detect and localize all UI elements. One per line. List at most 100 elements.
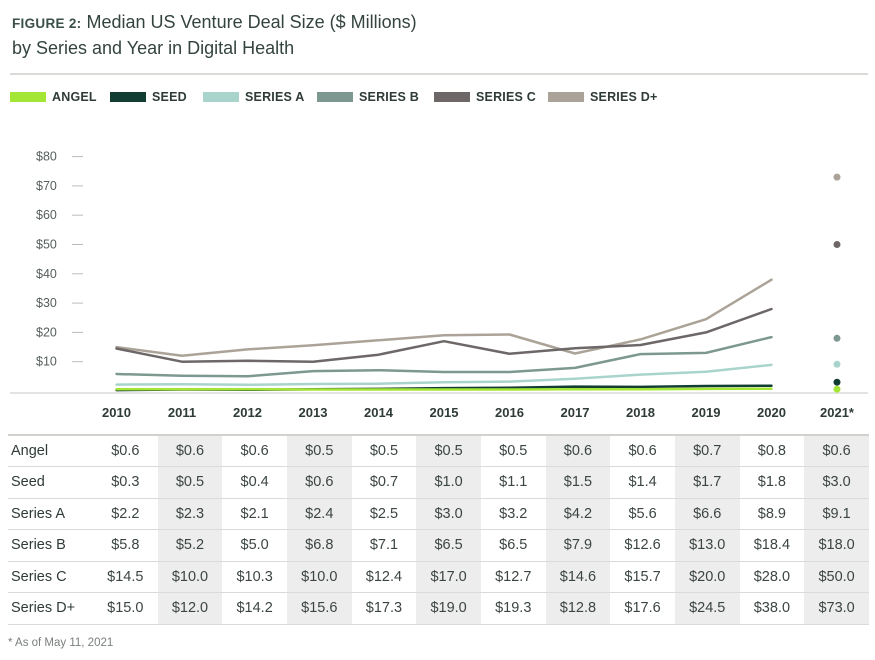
table-cell: $0.7 [351, 466, 417, 499]
y-tick-label: $20 [36, 325, 57, 339]
x-tick-label: 2012 [233, 405, 262, 420]
legend-label: SERIES A [245, 90, 305, 104]
x-tick-label: 2010 [102, 405, 131, 420]
legend-swatch [203, 92, 239, 102]
table-row: Angel $0.6 $0.6 $0.6 $0.5 $0.5 $0.5 $0.5 $0.6 $0.… [8, 434, 869, 467]
y-tick-label: $80 [36, 150, 57, 164]
table-cell: $2.4 [286, 498, 352, 530]
table-cell: $10.0 [286, 561, 352, 593]
legend-swatch [110, 92, 146, 102]
table-row-label: Series B [8, 529, 93, 562]
table-cell: $1.5 [545, 466, 611, 499]
x-tick-label: 2019 [692, 405, 721, 420]
table-cell: $7.1 [351, 529, 417, 562]
figure-title-line2: by Series and Year in Digital Health [12, 38, 295, 58]
table-cell: $13.0 [674, 529, 740, 562]
table-cell: $20.0 [674, 561, 740, 593]
table-cell: $0.6 [93, 434, 158, 467]
table-row-label: Angel [8, 434, 93, 467]
table-cell: $0.6 [610, 434, 675, 467]
table-cell: $15.0 [93, 592, 158, 625]
figure-title-line1: FIGURE 2: Median US Venture Deal Size ($… [12, 10, 872, 36]
series-point-angel-2021 [833, 385, 841, 393]
x-tick-label: 2013 [299, 405, 328, 420]
legend-label: SEED [152, 90, 187, 104]
table-cell: $1.1 [480, 466, 546, 499]
table-cell: $12.6 [610, 529, 675, 562]
x-tick-label: 2011 [168, 405, 196, 420]
table-cell: $50.0 [804, 561, 869, 593]
table-cell: $5.0 [222, 529, 287, 562]
table-cell: $0.6 [222, 434, 287, 467]
series-point-seed-2021 [833, 378, 841, 386]
table-cell: $0.6 [286, 466, 352, 499]
series-line-series-c [115, 307, 773, 363]
y-tick-label: $10 [36, 355, 57, 369]
table-cell: $17.3 [351, 592, 417, 625]
table-cell: $6.5 [480, 529, 546, 562]
series-point-series-b-2021 [833, 334, 841, 342]
data-table: Angel $0.6 $0.6 $0.6 $0.5 $0.5 $0.5 $0.5 $0.6 $0.… [8, 434, 869, 625]
table-cell: $0.5 [157, 466, 223, 499]
figure-label: FIGURE 2: [12, 16, 82, 31]
y-tick-label: $60 [36, 208, 57, 222]
table-cell: $19.0 [416, 592, 481, 625]
table-cell: $5.8 [93, 529, 158, 562]
table-cell: $8.9 [739, 498, 805, 530]
table-cell: $15.7 [610, 561, 675, 593]
table-cell: $28.0 [739, 561, 805, 593]
legend-label: SERIES C [476, 90, 536, 104]
series-point-series-c-2021 [833, 241, 841, 248]
table-cell: $18.4 [739, 529, 805, 562]
y-tick-label: $40 [36, 267, 57, 281]
table-cell: $14.6 [545, 561, 611, 593]
legend-swatch [434, 92, 470, 102]
series-line-series-d [115, 278, 773, 358]
table-cell: $24.5 [674, 592, 740, 625]
table-cell: $6.8 [286, 529, 352, 562]
table-cell: $0.3 [93, 466, 158, 499]
table-cell: $5.6 [610, 498, 675, 530]
table-cell: $14.5 [93, 561, 158, 593]
footnote: * As of May 11, 2021 [8, 637, 114, 649]
table-cell: $2.5 [351, 498, 417, 530]
legend-swatch [10, 92, 46, 102]
table-cell: $3.2 [480, 498, 546, 530]
table-cell: $15.6 [286, 592, 352, 625]
table-cell: $2.3 [157, 498, 223, 530]
table-cell: $18.0 [804, 529, 869, 562]
table-row: Series A $2.2 $2.3 $2.1 $2.4 $2.5 $3.0 $3.2 $4.2… [8, 498, 869, 530]
table-cell: $17.0 [416, 561, 481, 593]
table-cell: $9.1 [804, 498, 869, 530]
x-tick-label: 2016 [495, 405, 524, 420]
x-tick-label: 2021* [820, 405, 855, 420]
legend-swatch [317, 92, 353, 102]
x-tick-label: 2014 [364, 405, 394, 420]
table-row-label: Series C [8, 561, 93, 593]
table-cell: $1.0 [416, 466, 481, 499]
series-line-series-a [115, 363, 773, 387]
y-tick-label: $70 [36, 179, 57, 193]
legend-label: ANGEL [52, 90, 97, 104]
table-cell: $12.4 [351, 561, 417, 593]
table-cell: $1.7 [674, 466, 740, 499]
x-tick-label: 2018 [626, 405, 655, 420]
table-cell: $6.6 [674, 498, 740, 530]
table-cell: $0.4 [222, 466, 287, 499]
table-row: Series D+ $15.0 $12.0 $14.2 $15.6 $17.3 $19.0 $… [8, 592, 869, 625]
figure-title: Median US Venture Deal Size ($ Millions) [86, 12, 417, 32]
series-line-angel [115, 387, 773, 391]
y-tick-label: $50 [36, 238, 57, 252]
table-cell: $1.4 [610, 466, 675, 499]
table-cell: $2.2 [93, 498, 158, 530]
table-cell: $17.6 [610, 592, 675, 625]
table-cell: $10.0 [157, 561, 223, 593]
table-cell: $0.5 [416, 434, 481, 467]
table-row-label: Series D+ [8, 592, 93, 625]
table-cell: $5.2 [157, 529, 223, 562]
table-cell: $38.0 [739, 592, 805, 625]
table-cell: $0.5 [480, 434, 546, 467]
legend-label: SERIES D+ [590, 90, 658, 104]
table-cell: $12.0 [157, 592, 223, 625]
table-row-label: Seed [8, 466, 93, 499]
